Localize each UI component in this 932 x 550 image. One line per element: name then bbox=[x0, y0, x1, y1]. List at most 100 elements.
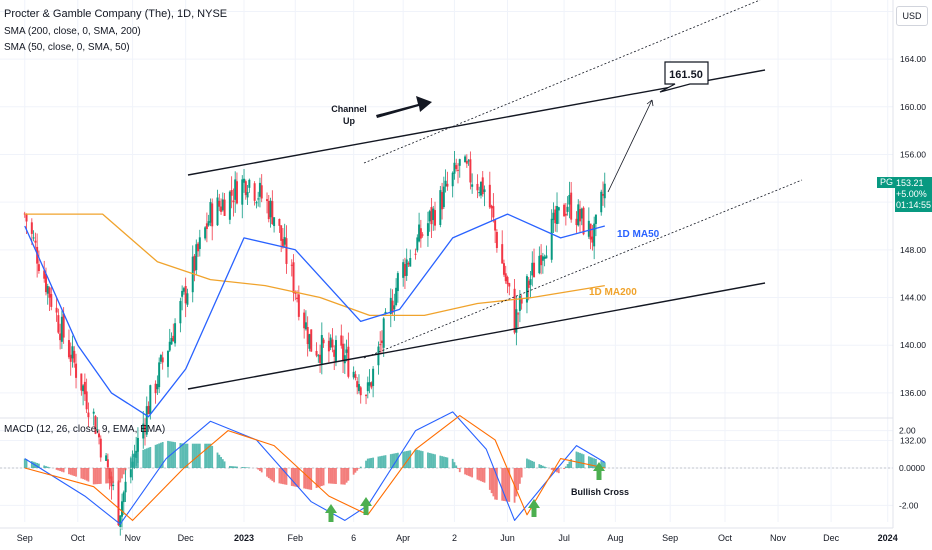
candle-body bbox=[580, 208, 583, 219]
candle-body bbox=[380, 340, 383, 344]
candle-body bbox=[384, 311, 387, 314]
macd-histogram-bar bbox=[427, 452, 429, 468]
candle-body bbox=[356, 381, 359, 388]
macd-histogram-bar bbox=[563, 468, 565, 469]
macd-histogram-bar bbox=[60, 468, 63, 472]
candle-body bbox=[414, 253, 417, 255]
macd-histogram-bar bbox=[579, 452, 581, 468]
last-price-box: 153.21 +5.00% 01:14:55 bbox=[895, 177, 932, 212]
candle-body bbox=[418, 224, 421, 242]
candle-body bbox=[144, 424, 147, 432]
candle-body bbox=[69, 354, 72, 362]
candle-body bbox=[467, 160, 470, 162]
candle-body bbox=[209, 202, 212, 223]
x-tick-label: Nov bbox=[125, 533, 142, 543]
macd-histogram-bar bbox=[184, 443, 187, 468]
macd-histogram-bar bbox=[246, 467, 249, 468]
candle-body bbox=[354, 374, 357, 378]
candle-body bbox=[488, 184, 491, 208]
candle-body bbox=[281, 238, 284, 248]
macd-histogram-bar bbox=[444, 457, 447, 468]
candle-body bbox=[370, 382, 373, 388]
macd-histogram-bar bbox=[36, 462, 39, 468]
macd-histogram-bar bbox=[292, 468, 295, 487]
y-tick-label: 136.00 bbox=[900, 388, 926, 398]
candle-body bbox=[382, 318, 385, 348]
candle-body bbox=[563, 204, 566, 217]
macd-histogram-bar bbox=[230, 466, 233, 468]
candle-body bbox=[322, 339, 325, 344]
macd-histogram-bar bbox=[83, 468, 86, 480]
macd-histogram-bar bbox=[142, 449, 145, 468]
candle-body bbox=[258, 182, 261, 197]
macd-histogram-bar bbox=[441, 456, 443, 468]
macd-legend[interactable]: MACD (12, 26, close, 9, EMA, EMA) bbox=[4, 424, 166, 435]
candle-body bbox=[297, 294, 300, 317]
candle-body bbox=[483, 189, 486, 192]
macd-histogram-bar bbox=[356, 468, 359, 471]
macd-histogram-bar bbox=[92, 468, 95, 485]
candle-body bbox=[441, 192, 444, 210]
candle-body bbox=[67, 340, 70, 358]
candle-body bbox=[577, 204, 580, 226]
macd-histogram-bar bbox=[503, 468, 505, 501]
candle-body bbox=[556, 205, 559, 224]
candle-body bbox=[575, 218, 578, 226]
macd-histogram-bar bbox=[342, 468, 344, 485]
macd-histogram-bar bbox=[99, 468, 102, 484]
macd-histogram-bar bbox=[71, 468, 74, 476]
candle-body bbox=[234, 179, 237, 200]
candle-body bbox=[525, 276, 528, 303]
sma50-line bbox=[24, 213, 605, 418]
candle-body bbox=[280, 225, 283, 241]
macd-histogram-bar bbox=[62, 468, 65, 473]
y-tick-label: 144.00 bbox=[900, 293, 926, 303]
candle-body bbox=[119, 515, 122, 528]
candle-body bbox=[55, 307, 58, 313]
macd-histogram-bar bbox=[347, 468, 350, 481]
candle-body bbox=[520, 298, 523, 304]
candle-body bbox=[257, 198, 260, 200]
channel-lines bbox=[187, 0, 803, 390]
candle-body bbox=[396, 273, 399, 292]
candle-body bbox=[492, 206, 495, 218]
x-tick-label: Aug bbox=[607, 533, 623, 543]
macd-histogram-bar bbox=[520, 468, 523, 478]
candle-body bbox=[181, 290, 184, 297]
ma50-label: 1D MA50 bbox=[617, 229, 660, 240]
sma50-legend[interactable]: SMA (50, close, 0, SMA, 50) bbox=[4, 42, 130, 53]
candle-body bbox=[266, 199, 269, 201]
macd-histogram-bar bbox=[105, 468, 107, 484]
macd-histogram-bar bbox=[467, 468, 470, 476]
macd-histogram-bar bbox=[340, 468, 343, 485]
macd-histogram-bar bbox=[73, 468, 76, 477]
candle-body bbox=[198, 237, 201, 249]
candle-body bbox=[334, 340, 337, 362]
candle-body bbox=[216, 197, 219, 226]
candle-body bbox=[502, 263, 505, 275]
macd-histogram-bar bbox=[310, 468, 313, 490]
candle-body bbox=[395, 287, 398, 306]
macd-histogram-bar bbox=[416, 449, 419, 468]
macd-histogram-bar bbox=[232, 466, 235, 468]
sma200-legend[interactable]: SMA (200, close, 0, SMA, 200) bbox=[4, 26, 141, 37]
candle-body bbox=[342, 343, 345, 362]
candle-body bbox=[428, 211, 431, 222]
candle-body bbox=[393, 305, 396, 310]
macd-histogram-bar bbox=[389, 454, 392, 468]
candle-body bbox=[32, 237, 35, 239]
macd-histogram-bar bbox=[568, 461, 571, 468]
candle-body bbox=[550, 218, 553, 260]
macd-tick-label: 0.0000 bbox=[899, 463, 925, 473]
candle-body bbox=[453, 162, 456, 174]
macd-histogram-bar bbox=[582, 454, 585, 468]
candle-body bbox=[205, 223, 208, 229]
macd-histogram-bar bbox=[45, 466, 47, 468]
currency-button[interactable]: USD bbox=[896, 6, 928, 26]
candle-body bbox=[391, 300, 394, 313]
x-tick-label: Sep bbox=[662, 533, 678, 543]
x-tick-label: Jun bbox=[500, 533, 515, 543]
candle-body bbox=[538, 255, 541, 274]
candle-body bbox=[594, 214, 597, 224]
